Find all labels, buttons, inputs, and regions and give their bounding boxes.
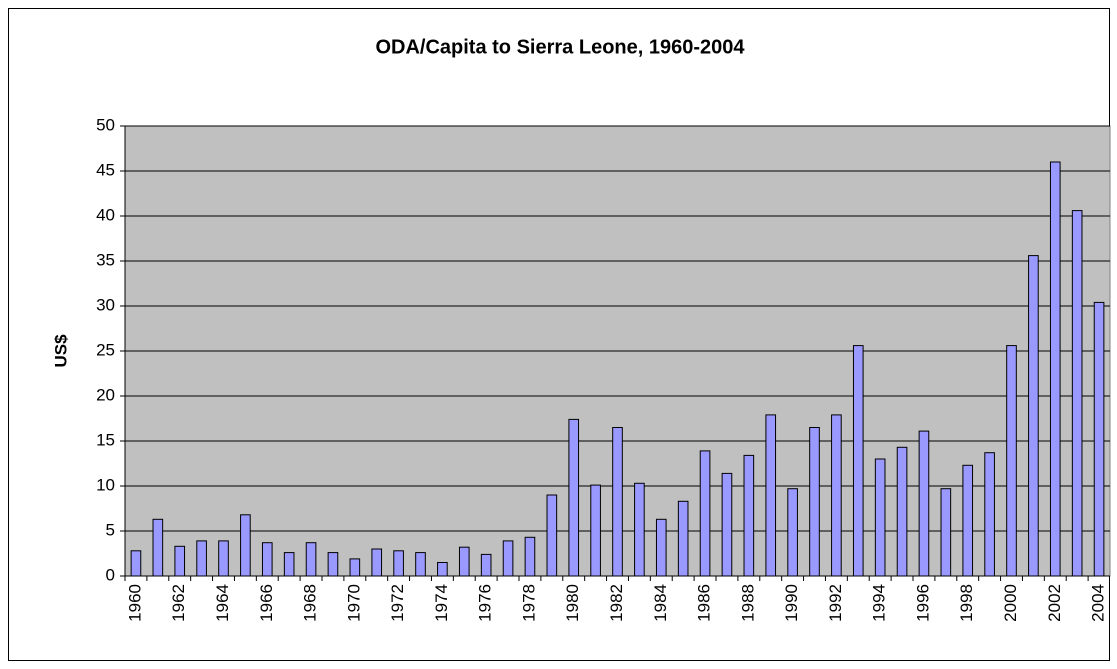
bar — [765, 414, 777, 577]
y-tick-label: 0 — [106, 565, 115, 584]
bar — [809, 427, 820, 577]
x-tick-label: 1972 — [388, 584, 407, 622]
bar — [852, 345, 864, 577]
x-tick-label: 1974 — [432, 584, 451, 622]
bar — [371, 548, 383, 577]
bar — [984, 452, 995, 577]
x-tick-label: 1976 — [476, 584, 495, 622]
bar — [327, 552, 339, 577]
bar — [240, 514, 251, 577]
bar — [1071, 210, 1083, 577]
x-tick-label: 1996 — [913, 584, 932, 622]
bar — [568, 418, 580, 577]
y-tick-label: 5 — [106, 520, 115, 539]
bar — [962, 464, 974, 577]
bar — [655, 518, 667, 577]
bar — [612, 427, 623, 577]
x-tick-label: 1960 — [125, 584, 144, 622]
bar — [152, 518, 164, 577]
x-tick-label: 1966 — [257, 584, 276, 622]
x-tick-label: 2002 — [1045, 584, 1064, 622]
x-tick-label: 1984 — [651, 584, 670, 622]
y-tick-label: 25 — [96, 340, 115, 359]
bar — [918, 430, 930, 577]
bar — [261, 542, 273, 577]
x-tick-label: 1994 — [870, 584, 889, 622]
bar — [787, 488, 798, 577]
x-tick-label: 2000 — [1001, 584, 1020, 622]
y-tick-label: 30 — [96, 295, 115, 314]
y-tick-label: 15 — [96, 430, 115, 449]
bar — [174, 545, 186, 577]
bar — [349, 558, 361, 577]
bar — [546, 494, 558, 577]
chart-title: ODA/Capita to Sierra Leone, 1960-2004 — [375, 36, 745, 58]
x-tick-label: 1986 — [695, 584, 714, 622]
x-tick-label: 1998 — [957, 584, 976, 622]
bar — [458, 546, 470, 577]
x-tick-label: 2004 — [1089, 584, 1108, 622]
x-tick-label: 1988 — [738, 584, 757, 622]
x-tick-label: 1962 — [169, 584, 188, 622]
bar — [283, 552, 295, 577]
bar — [1049, 161, 1061, 577]
x-tick-label: 1992 — [826, 584, 845, 622]
x-tick-label: 1982 — [607, 584, 626, 622]
bar — [1093, 301, 1105, 577]
bar — [940, 488, 952, 577]
x-tick-label: 1980 — [563, 584, 582, 622]
bar — [196, 540, 207, 577]
bar — [743, 454, 755, 577]
bar — [699, 450, 711, 577]
bar — [721, 472, 733, 577]
bar — [393, 550, 404, 577]
y-tick-label: 10 — [96, 475, 115, 494]
bar — [590, 484, 601, 577]
bar — [1006, 345, 1017, 577]
y-tick-label: 40 — [96, 205, 115, 224]
bar — [130, 550, 142, 577]
y-axis-label: US$ — [51, 334, 70, 368]
bar — [480, 553, 492, 577]
y-tick-label: 20 — [96, 385, 115, 404]
bar — [1028, 255, 1039, 577]
y-tick-label: 45 — [96, 160, 115, 179]
x-tick-label: 1990 — [782, 584, 801, 622]
y-tick-label: 35 — [96, 250, 115, 269]
bar — [437, 562, 448, 577]
bar — [896, 446, 908, 577]
bar — [831, 414, 842, 577]
x-tick-label: 1964 — [213, 584, 232, 622]
x-tick-label: 1978 — [519, 584, 538, 622]
bar — [524, 536, 536, 577]
bar — [677, 500, 689, 577]
bar — [502, 540, 514, 577]
x-tick-label: 1968 — [301, 584, 320, 622]
bar — [634, 482, 645, 577]
bar — [305, 542, 317, 577]
bar — [874, 458, 886, 577]
y-tick-label: 50 — [96, 115, 115, 134]
bar — [415, 552, 426, 577]
x-tick-label: 1970 — [344, 584, 363, 622]
bar — [218, 540, 229, 577]
